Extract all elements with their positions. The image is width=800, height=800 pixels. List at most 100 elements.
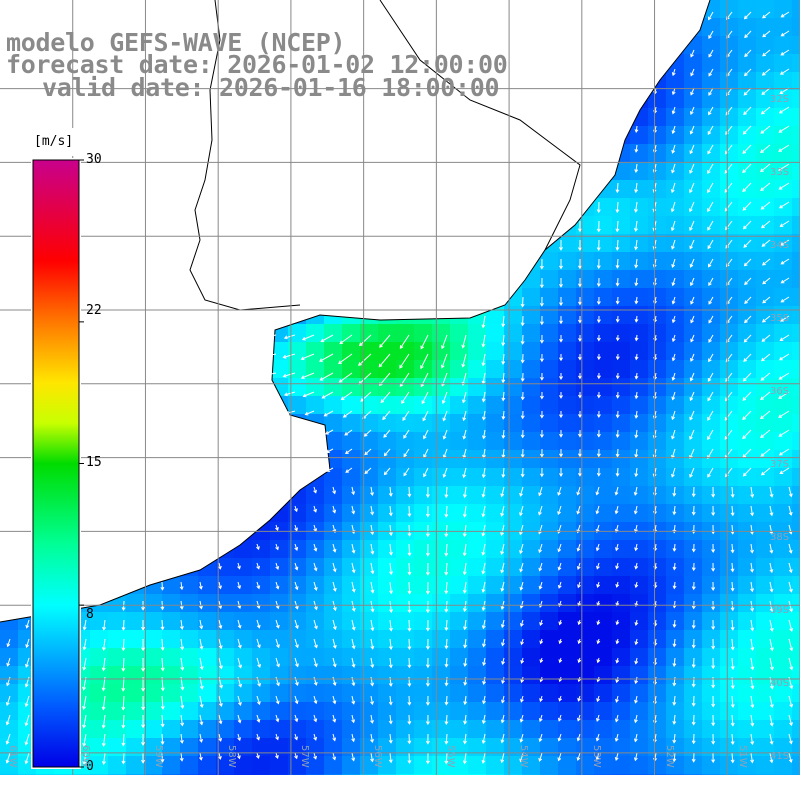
wind-arrow xyxy=(635,429,638,438)
wind-arrow-head xyxy=(257,682,262,687)
wind-arrow-head xyxy=(425,702,430,706)
wind-arrow-head xyxy=(689,377,694,382)
wind-arrow-head xyxy=(256,755,260,759)
wind-arrow xyxy=(689,467,695,478)
wind-arrow-head xyxy=(500,719,505,724)
wind-arrow-head xyxy=(711,684,716,689)
wind-arrow xyxy=(294,695,298,704)
wind-arrow-head xyxy=(558,640,563,645)
wind-arrow-head xyxy=(481,720,486,725)
wind-arrow xyxy=(161,581,164,590)
wind-arrow-head xyxy=(691,586,696,591)
wind-arrow xyxy=(769,486,773,497)
wind-arrow-head xyxy=(318,358,323,362)
wind-arrow-head xyxy=(558,659,563,664)
wind-arrow-head xyxy=(520,473,525,478)
wind-arrow-head xyxy=(422,417,427,422)
wind-arrow xyxy=(762,49,771,57)
wind-arrow-head xyxy=(595,756,600,761)
wind-arrow-head xyxy=(82,761,87,766)
wind-arrow xyxy=(313,695,317,704)
wind-arrow xyxy=(726,296,733,305)
wind-arrow xyxy=(724,429,733,440)
wind-arrow-head xyxy=(596,453,601,458)
model-title: modelo GEFS-WAVE (NCEP) xyxy=(6,28,346,57)
wind-arrow xyxy=(769,543,773,553)
wind-arrow-head xyxy=(780,318,784,322)
wind-arrow-head xyxy=(615,189,620,194)
wind-arrow xyxy=(294,543,298,551)
wind-arrow xyxy=(780,334,790,341)
wind-arrow xyxy=(707,391,714,401)
wind-arrow-head xyxy=(256,565,260,570)
wind-arrow-head xyxy=(407,760,412,764)
wind-arrow-head xyxy=(615,300,620,305)
wind-arrow xyxy=(332,714,336,722)
lat-label-40s: 40S xyxy=(770,678,790,689)
wind-arrow-head xyxy=(218,625,223,630)
wind-arrow xyxy=(370,695,373,705)
wind-arrow xyxy=(445,619,448,631)
wind-arrow-head xyxy=(462,513,467,518)
wind-arrow xyxy=(420,334,429,349)
wind-arrow xyxy=(462,391,467,403)
wind-arrow xyxy=(672,106,676,114)
coastline xyxy=(0,0,711,623)
wind-arrow xyxy=(358,353,372,366)
wind-arrow xyxy=(750,486,753,498)
wind-arrow-head xyxy=(370,758,375,763)
wind-arrow-head xyxy=(160,741,165,745)
wind-arrow-head xyxy=(237,565,241,570)
wind-arrow-head xyxy=(24,683,29,688)
wind-arrow xyxy=(482,619,486,629)
wind-arrow-head xyxy=(577,659,582,664)
wind-arrow-head xyxy=(577,228,582,233)
wind-arrow xyxy=(408,638,411,650)
wind-arrow xyxy=(199,657,203,670)
wind-arrow-head xyxy=(689,397,694,402)
wind-arrow xyxy=(199,581,202,589)
wind-arrow xyxy=(265,372,277,376)
wind-arrow-head xyxy=(769,722,774,727)
wind-arrow xyxy=(275,581,279,589)
wind-arrow xyxy=(673,714,676,724)
wind-arrow-head xyxy=(769,647,774,652)
wind-arrow xyxy=(731,505,734,516)
wind-arrow xyxy=(635,296,638,304)
wind-arrow xyxy=(370,733,373,743)
wind-arrow-head xyxy=(596,640,601,645)
wind-arrow-head xyxy=(576,737,581,742)
wind-arrow-head xyxy=(750,759,755,764)
wind-arrow xyxy=(482,714,486,724)
wind-arrow-head xyxy=(218,645,223,650)
wind-arrow-head xyxy=(730,685,735,690)
wind-arrow xyxy=(769,752,773,763)
wind-arrow xyxy=(501,619,505,628)
wind-arrow xyxy=(441,334,448,349)
wind-arrow xyxy=(616,258,619,268)
wind-arrow xyxy=(423,467,429,477)
wind-arrow xyxy=(294,733,298,740)
wind-arrow xyxy=(671,258,676,268)
wind-arrow-head xyxy=(769,569,774,574)
wind-arrow xyxy=(731,581,734,591)
wind-arrow-head xyxy=(577,697,582,702)
wind-arrow xyxy=(788,714,793,726)
wind-arrow xyxy=(423,429,429,439)
wind-arrow xyxy=(519,505,524,516)
wind-arrow-head xyxy=(275,718,280,723)
wind-arrow-head xyxy=(672,548,677,552)
wind-arrow xyxy=(482,486,486,497)
wind-arrow xyxy=(256,733,260,740)
wind-arrow-head xyxy=(577,247,582,251)
wind-arrow xyxy=(321,391,334,399)
lon-label-54w: 54W xyxy=(518,745,529,768)
wind-arrow xyxy=(673,752,676,762)
wind-arrow-head xyxy=(519,550,523,555)
wind-arrow xyxy=(731,638,734,650)
wind-arrow-head xyxy=(519,568,524,573)
wind-arrow xyxy=(463,467,467,478)
wind-arrow-head xyxy=(407,532,412,537)
wind-arrow-head xyxy=(743,91,748,96)
